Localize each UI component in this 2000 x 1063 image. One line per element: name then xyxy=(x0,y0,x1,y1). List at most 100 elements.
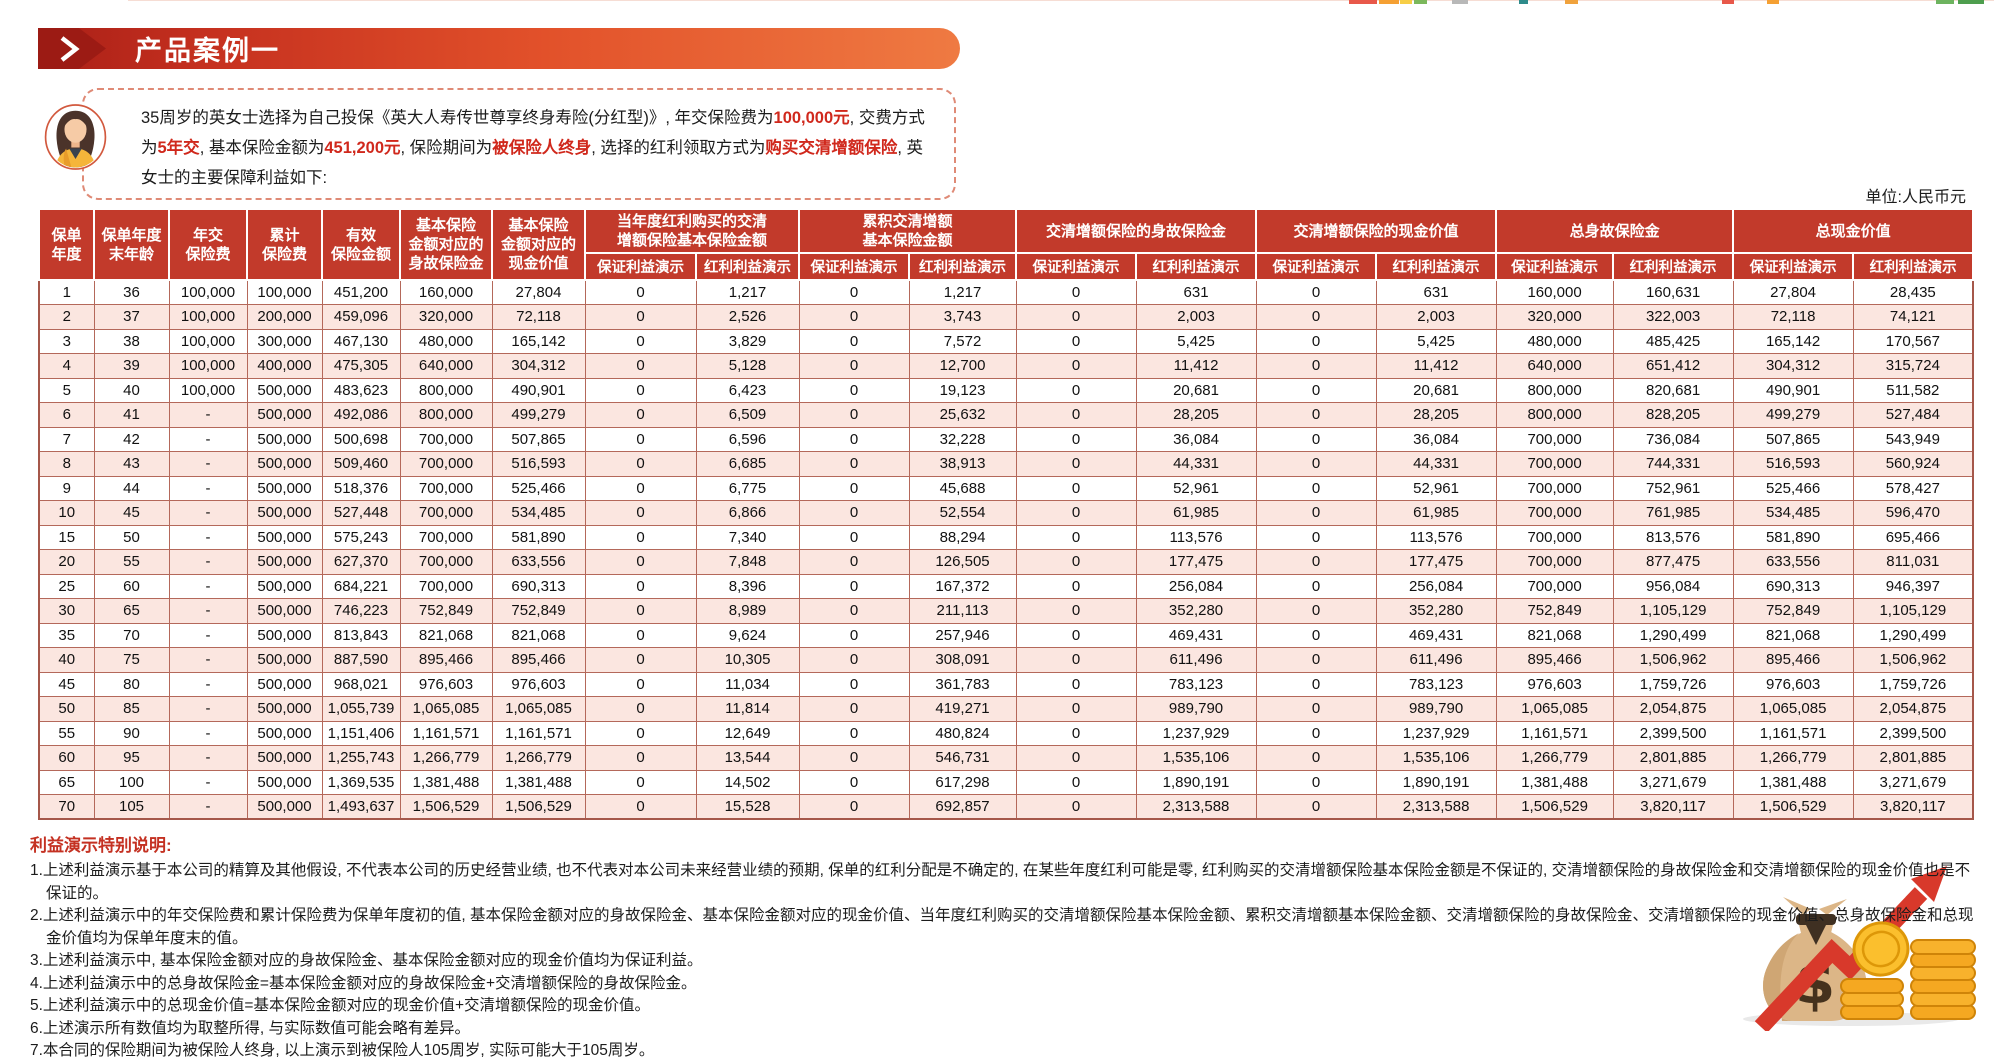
table-cell: 38 xyxy=(93,328,170,354)
table-cell: 1,065,085 xyxy=(399,696,493,722)
table-cell: - xyxy=(168,647,248,673)
table-cell: 0 xyxy=(798,377,910,403)
table-cell: 946,397 xyxy=(1852,573,1974,599)
table-cell: 631 xyxy=(1375,279,1497,305)
table-cell: 3,271,679 xyxy=(1612,769,1734,795)
table-cell: 700,000 xyxy=(1495,573,1614,599)
table-cell: 527,448 xyxy=(321,500,401,526)
table-cell: 1,369,535 xyxy=(321,769,401,795)
table-cell: 690,313 xyxy=(1732,573,1854,599)
table-cell: 507,865 xyxy=(1732,426,1854,452)
table-cell: 500,000 xyxy=(246,647,323,673)
table-cell: 0 xyxy=(584,377,697,403)
top-edge-fragment xyxy=(1414,0,1427,4)
table-cell: 6,685 xyxy=(695,451,800,477)
table-cell: 100,000 xyxy=(168,377,248,403)
table-cell: 30 xyxy=(38,598,95,624)
table-cell: 419,271 xyxy=(908,696,1017,722)
table-cell: 500,000 xyxy=(246,475,323,501)
table-cell: 0 xyxy=(1015,475,1137,501)
table-cell: 20,681 xyxy=(1375,377,1497,403)
table-cell: 80 xyxy=(93,671,170,697)
table-cell: 100,000 xyxy=(168,353,248,379)
table-cell: 500,000 xyxy=(246,524,323,550)
table-cell: 36,084 xyxy=(1375,426,1497,452)
table-cell: 499,279 xyxy=(1732,402,1854,428)
table-cell: 500,000 xyxy=(246,573,323,599)
table-cell: 640,000 xyxy=(399,353,493,379)
table-cell: 3,271,679 xyxy=(1852,769,1974,795)
table-cell: 500,000 xyxy=(246,426,323,452)
table-cell: 8,989 xyxy=(695,598,800,624)
table-cell: 1,217 xyxy=(908,279,1017,305)
table-cell: 6 xyxy=(38,402,95,428)
table-cell: 0 xyxy=(584,500,697,526)
table-cell: 52,961 xyxy=(1135,475,1257,501)
table-cell: 0 xyxy=(584,402,697,428)
table-cell: 525,466 xyxy=(491,475,586,501)
top-edge-fragment xyxy=(1958,0,1984,4)
intro-highlight: 被保险人终身 xyxy=(492,139,592,157)
table-cell: 3 xyxy=(38,328,95,354)
table-cell: 633,556 xyxy=(491,549,586,575)
table-cell: 2,526 xyxy=(695,304,800,330)
table-cell: 700,000 xyxy=(1495,451,1614,477)
table-cell: 35 xyxy=(38,622,95,648)
table-cell: 0 xyxy=(798,598,910,624)
coin-stacks-icon xyxy=(1840,921,1976,1020)
table-cell: 989,790 xyxy=(1135,696,1257,722)
table-cell: 0 xyxy=(1255,328,1377,354)
table-cell: 1,065,085 xyxy=(1732,696,1854,722)
table-cell: 7,340 xyxy=(695,524,800,550)
table-cell: 813,843 xyxy=(321,622,401,648)
table-cell: - xyxy=(168,426,248,452)
table-cell: 27,804 xyxy=(1732,279,1854,305)
table-cell: 1,506,529 xyxy=(491,794,586,820)
table-cell: 1,506,529 xyxy=(1732,794,1854,820)
table-cell: 0 xyxy=(1255,549,1377,575)
table-cell: - xyxy=(168,549,248,575)
table-cell: 968,021 xyxy=(321,671,401,697)
benefit-table: 保单 年度 保单年度 末年龄 年交 保险费 累计 保险费 有效 保险金额 基本保险 金额对… xyxy=(38,208,1975,820)
intro-text-segment: 35周岁的英女士选择为自己投保《英大人寿传世尊享终身寿险(分红型)》, 年交保险… xyxy=(141,109,774,127)
table-cell: 800,000 xyxy=(1495,402,1614,428)
table-cell: 684,221 xyxy=(321,573,401,599)
table-cell: 0 xyxy=(584,451,697,477)
notes-list: 1.上述利益演示基于本公司的精算及其他假设, 不代表本公司的历史经营业绩, 也不… xyxy=(30,860,1982,1063)
table-cell: 361,783 xyxy=(908,671,1017,697)
table-cell: 617,298 xyxy=(908,769,1017,795)
table-cell: 0 xyxy=(1015,328,1137,354)
table-cell: 976,603 xyxy=(1495,671,1614,697)
table-cell: 0 xyxy=(1015,451,1137,477)
table-cell: 0 xyxy=(1015,696,1137,722)
table-cell: 0 xyxy=(798,475,910,501)
table-cell: 0 xyxy=(1255,720,1377,746)
table-cell: 1,506,529 xyxy=(399,794,493,820)
table-cell: 45,688 xyxy=(908,475,1017,501)
table-cell: 1,161,571 xyxy=(399,720,493,746)
table-cell: 72,118 xyxy=(1732,304,1854,330)
table-cell: 60 xyxy=(38,745,95,771)
table-cell: 2,801,885 xyxy=(1852,745,1974,771)
table-cell: - xyxy=(168,745,248,771)
table-cell: 55 xyxy=(93,549,170,575)
table-cell: 0 xyxy=(1255,402,1377,428)
table-cell: 783,123 xyxy=(1375,671,1497,697)
table-cell: 0 xyxy=(1015,598,1137,624)
table-cell: 1,237,929 xyxy=(1375,720,1497,746)
table-cell: 1,759,726 xyxy=(1612,671,1734,697)
table-cell: 3,829 xyxy=(695,328,800,354)
table-cell: - xyxy=(168,598,248,624)
table-cell: 0 xyxy=(1015,402,1137,428)
table-cell: 2,801,885 xyxy=(1612,745,1734,771)
table-row: 8 43-500,000 509,460 700,000 516,593 0 6,685 0 3… xyxy=(38,451,1974,477)
table-cell: 1,381,488 xyxy=(491,769,586,795)
column-subheader: 保证利益演示 xyxy=(584,252,697,281)
table-cell: 10,305 xyxy=(695,647,800,673)
table-cell: 44,331 xyxy=(1375,451,1497,477)
table-cell: 167,372 xyxy=(908,573,1017,599)
table-cell: 500,000 xyxy=(246,794,323,820)
table-cell: 500,000 xyxy=(246,696,323,722)
table-row: 15 50-500,000 575,243 700,000 581,890 0 7,340 0… xyxy=(38,524,1974,550)
avatar xyxy=(44,103,107,171)
